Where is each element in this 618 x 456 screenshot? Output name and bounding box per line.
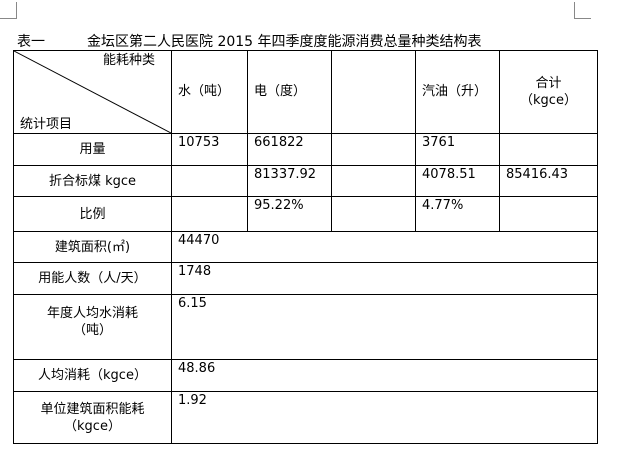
table-row-ratio: 比例 95.22% 4.77% bbox=[13, 196, 598, 232]
row-label-usage: 用量 bbox=[13, 133, 172, 166]
cell-usage-gasoline: 3761 bbox=[415, 133, 500, 166]
row-label-energy-users: 用能人数（人/天） bbox=[13, 262, 172, 295]
table-title: 金坛区第二人民医院 2015 年四季度度能源消费总量种类结构表 bbox=[87, 34, 482, 50]
cell-usage-electricity: 661822 bbox=[247, 133, 332, 166]
cell-energy-users: 1748 bbox=[171, 262, 598, 295]
cell-usage-water: 10753 bbox=[171, 133, 248, 166]
row-label-ratio: 比例 bbox=[13, 196, 172, 232]
cell-usage-total bbox=[499, 133, 598, 166]
header-electricity: 电（度） bbox=[247, 50, 332, 134]
table-caption: 表一 金坛区第二人民医院 2015 年四季度度能源消费总量种类结构表 bbox=[17, 31, 482, 51]
table-row-water-per-capita: 年度人均水消耗 （吨） 6.15 bbox=[13, 294, 598, 360]
row-label-energy-per-area: 单位建筑面积能耗 （kgce） bbox=[13, 391, 172, 444]
corner-diagonal-cell: 能耗种类 统计项目 bbox=[13, 50, 172, 134]
cell-ratio-total bbox=[499, 196, 598, 232]
cell-water-per-capita: 6.15 bbox=[171, 294, 598, 360]
cell-ratio-electricity: 95.22% bbox=[247, 196, 332, 232]
cell-coal-electricity: 81337.92 bbox=[247, 165, 332, 197]
row-label-water-per-capita: 年度人均水消耗 （吨） bbox=[13, 294, 172, 360]
cell-usage-blank bbox=[331, 133, 416, 166]
row-label-energy-per-area-line1: 单位建筑面积能耗 bbox=[40, 401, 145, 417]
header-blank bbox=[331, 50, 416, 134]
row-label-water-per-capita-line1: 年度人均水消耗 bbox=[46, 306, 138, 321]
cell-coal-water bbox=[171, 165, 248, 197]
table-row-energy-per-capita: 人均消耗（kgce） 48.86 bbox=[13, 359, 598, 392]
row-label-building-area: 建筑面积(㎡) bbox=[13, 231, 172, 263]
cell-coal-total: 85416.43 bbox=[499, 165, 598, 197]
row-label-coal-equivalent: 折合标煤 kgce bbox=[13, 165, 172, 197]
diagonal-line bbox=[14, 51, 171, 133]
table-row-coal-equivalent: 折合标煤 kgce 81337.92 4078.51 85416.43 bbox=[13, 165, 598, 197]
header-water: 水（吨） bbox=[171, 50, 248, 134]
cell-ratio-gasoline: 4.77% bbox=[415, 196, 500, 232]
cell-building-area: 44470 bbox=[171, 231, 598, 263]
table-row-energy-per-area: 单位建筑面积能耗 （kgce） 1.92 bbox=[13, 391, 598, 444]
cell-coal-blank bbox=[331, 165, 416, 197]
corner-label-energy-type: 能耗种类 bbox=[102, 53, 155, 68]
cell-energy-per-area: 1.92 bbox=[171, 391, 598, 444]
cell-ratio-blank bbox=[331, 196, 416, 232]
row-label-water-per-capita-line2: （吨） bbox=[72, 323, 112, 338]
cell-ratio-water bbox=[171, 196, 248, 232]
table-row-building-area: 建筑面积(㎡) 44470 bbox=[13, 231, 598, 263]
header-row: 能耗种类 统计项目 水（吨） 电（度） 汽油（升） 合计 （kgce） bbox=[13, 50, 598, 134]
table-row-usage: 用量 10753 661822 3761 bbox=[13, 133, 598, 166]
energy-structure-table: 能耗种类 统计项目 水（吨） 电（度） 汽油（升） 合计 （kgce） 用量 1… bbox=[13, 50, 598, 444]
row-label-energy-per-capita: 人均消耗（kgce） bbox=[13, 359, 172, 392]
page-corner-mark-left bbox=[0, 2, 17, 19]
header-gasoline: 汽油（升） bbox=[415, 50, 500, 134]
cell-energy-per-capita: 48.86 bbox=[171, 359, 598, 392]
corner-label-statistic-item: 统计项目 bbox=[20, 117, 73, 132]
page-corner-mark-right bbox=[574, 2, 591, 19]
table-number: 表一 bbox=[17, 34, 45, 50]
row-label-energy-per-area-line2: （kgce） bbox=[64, 418, 121, 434]
cell-coal-gasoline: 4078.51 bbox=[415, 165, 500, 197]
table-row-energy-users: 用能人数（人/天） 1748 bbox=[13, 262, 598, 295]
header-total-label: 合计 bbox=[535, 76, 562, 91]
header-total: 合计 （kgce） bbox=[499, 50, 598, 134]
header-total-unit: （kgce） bbox=[520, 93, 577, 108]
